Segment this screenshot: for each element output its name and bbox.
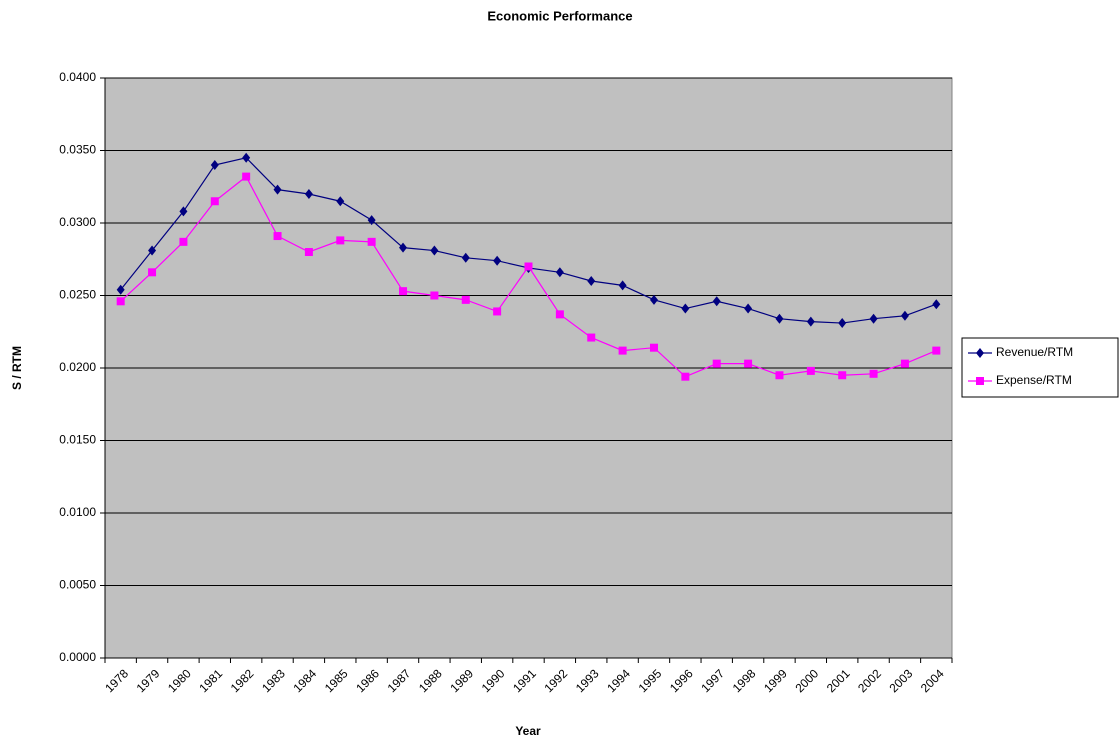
x-tick-label: 1987 <box>385 666 414 695</box>
legend-marker <box>976 377 984 385</box>
y-tick-label: 0.0400 <box>59 70 96 84</box>
data-point <box>900 310 909 321</box>
data-point <box>493 255 502 266</box>
data-point <box>179 237 188 246</box>
data-point <box>367 237 376 246</box>
x-tick-label: 2000 <box>792 666 821 695</box>
x-tick-label: 1992 <box>541 666 570 695</box>
x-tick-label: 1990 <box>479 666 508 695</box>
data-point <box>304 189 313 199</box>
data-point <box>838 318 847 329</box>
data-point <box>461 295 470 304</box>
data-point <box>367 215 376 226</box>
x-tick-label: 1978 <box>102 666 131 695</box>
y-tick-label: 0.0350 <box>59 143 96 157</box>
data-point <box>148 268 157 277</box>
x-tick-label: 1982 <box>228 666 257 695</box>
data-point <box>712 296 721 307</box>
data-point <box>900 359 909 368</box>
data-point <box>210 160 219 170</box>
legend-marker <box>976 348 984 358</box>
data-point <box>587 276 596 286</box>
data-point <box>242 152 251 163</box>
data-point <box>430 245 439 256</box>
y-tick-label: 0.0200 <box>59 360 96 374</box>
x-tick-label: 1998 <box>730 666 759 695</box>
legend-label: Expense/RTM <box>996 373 1072 387</box>
y-axis-label: S / RTM <box>10 346 24 390</box>
x-tick-label: 1983 <box>259 666 288 695</box>
x-tick-label: 1986 <box>353 666 382 695</box>
data-point <box>744 303 753 314</box>
data-point <box>775 313 784 324</box>
x-tick-label: 1995 <box>636 666 665 695</box>
data-point <box>273 232 282 241</box>
data-point <box>744 359 753 368</box>
legend-label: Revenue/RTM <box>996 345 1073 359</box>
data-point <box>336 236 345 245</box>
data-point <box>430 291 439 300</box>
x-tick-label: 1979 <box>134 666 163 695</box>
data-point <box>116 297 125 306</box>
data-point <box>681 372 690 381</box>
data-point <box>649 343 658 352</box>
x-tick-label: 1997 <box>698 666 727 695</box>
data-point <box>869 313 878 324</box>
x-tick-label: 2001 <box>824 666 853 695</box>
x-tick-label: 1981 <box>196 666 225 695</box>
x-tick-label: 2004 <box>918 666 947 695</box>
data-point <box>587 333 596 342</box>
data-point <box>932 346 941 355</box>
x-tick-label: 2002 <box>855 666 884 695</box>
data-point <box>524 262 533 271</box>
data-point <box>461 252 470 263</box>
data-point <box>399 287 408 296</box>
y-tick-label: 0.0250 <box>59 288 96 302</box>
data-point <box>179 206 188 217</box>
data-point <box>806 316 815 327</box>
data-point <box>399 242 408 253</box>
data-point <box>712 359 721 368</box>
x-axis-label: Year <box>515 724 541 738</box>
y-tick-label: 0.0100 <box>59 505 96 519</box>
data-point <box>493 307 502 316</box>
chart-title: Economic Performance <box>487 8 632 23</box>
data-point <box>242 172 251 181</box>
data-point <box>148 245 157 256</box>
data-point <box>775 371 784 380</box>
x-tick-label: 1989 <box>447 666 476 695</box>
data-point <box>649 294 658 305</box>
data-point <box>273 184 282 195</box>
data-point <box>618 280 627 291</box>
data-point <box>806 366 815 375</box>
x-tick-label: 1993 <box>573 666 602 695</box>
y-tick-label: 0.0300 <box>59 215 96 229</box>
y-tick-label: 0.0050 <box>59 578 96 592</box>
x-tick-label: 1994 <box>604 666 633 695</box>
data-point <box>210 197 219 206</box>
data-point <box>116 284 125 295</box>
data-point <box>555 267 564 278</box>
x-tick-label: 1999 <box>761 666 790 695</box>
x-tick-label: 1984 <box>290 666 319 695</box>
x-tick-label: 1985 <box>322 666 351 695</box>
data-point <box>555 310 564 319</box>
data-point <box>838 371 847 380</box>
x-tick-label: 1991 <box>510 666 539 695</box>
data-point <box>681 303 690 314</box>
data-point <box>932 299 941 310</box>
y-tick-label: 0.0150 <box>59 433 96 447</box>
data-point <box>336 196 345 207</box>
legend-box <box>961 337 1119 398</box>
x-tick-label: 1988 <box>416 666 445 695</box>
data-point <box>304 248 313 256</box>
x-tick-label: 1996 <box>667 666 696 695</box>
x-tick-label: 2003 <box>887 666 916 695</box>
x-tick-label: 1980 <box>165 666 194 695</box>
y-tick-label: 0.0000 <box>59 650 96 664</box>
data-point <box>869 369 878 378</box>
data-point <box>618 346 627 355</box>
